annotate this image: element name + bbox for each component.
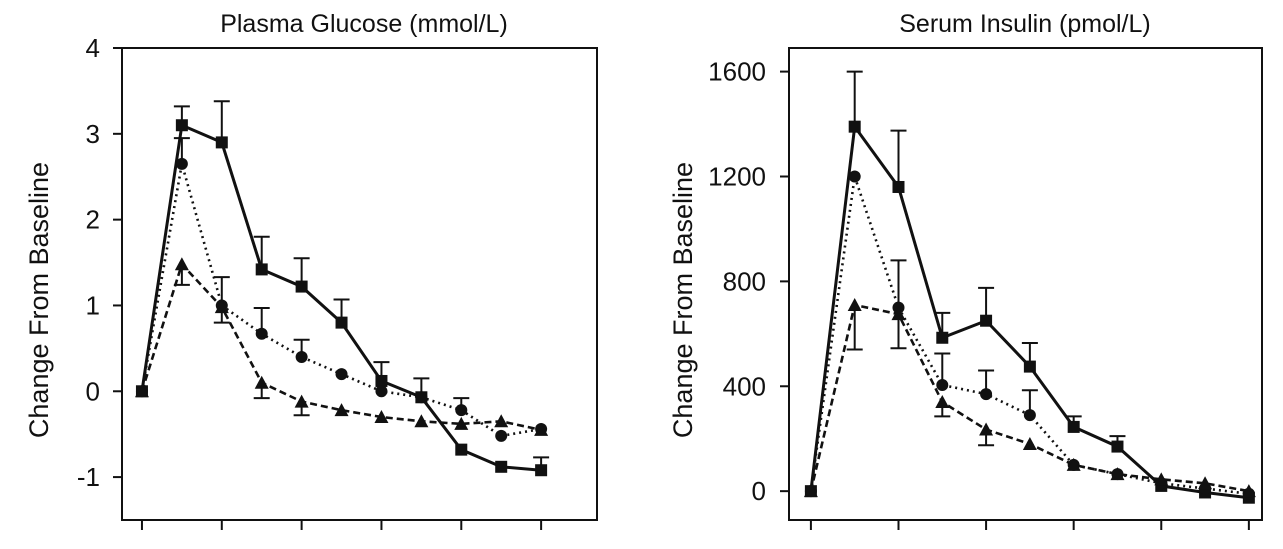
glucose-point-circle <box>495 429 508 442</box>
glucose-point-triangle <box>214 300 229 314</box>
glucose-point-circle <box>415 391 428 404</box>
glucose-point-square <box>375 374 388 387</box>
glucose-x-ticks <box>140 520 543 530</box>
insulin-point-triangle <box>1022 436 1037 450</box>
insulin-point-triangle <box>935 395 950 408</box>
glucose-point-square <box>255 263 268 276</box>
glucose-point-circle <box>335 368 348 381</box>
glucose-panel: Plasma Glucose (mmol/L) Change From Base… <box>24 10 598 530</box>
glucose-point-triangle <box>334 403 349 417</box>
insulin-point-square <box>980 314 993 327</box>
glucose-point-circle <box>255 327 268 340</box>
insulin-point-triangle <box>979 422 994 436</box>
glucose-point-triangle <box>254 375 269 389</box>
insulin-point-square <box>936 331 949 344</box>
glucose-series-square-line <box>140 123 542 472</box>
insulin-point-circle <box>848 170 861 183</box>
glucose-y-tick-label: -1 <box>77 462 100 492</box>
insulin-point-triangle <box>1198 476 1213 490</box>
insulin-point-circle <box>980 388 993 401</box>
glucose-y-axis-label: Change From Baseline <box>24 162 54 438</box>
glucose-y-tick-label: 3 <box>86 119 100 149</box>
insulin-series <box>803 70 1256 504</box>
insulin-point-square <box>1067 420 1080 433</box>
glucose-point-triangle <box>494 414 509 428</box>
insulin-y-tick-label: 1600 <box>708 57 766 87</box>
insulin-x-ticks <box>809 520 1250 530</box>
glucose-y-ticks: -1 0 1 2 3 4 <box>77 33 122 492</box>
glucose-point-triangle <box>454 416 469 430</box>
glucose-point-triangle <box>174 257 189 271</box>
insulin-point-triangle <box>803 484 818 498</box>
glucose-y-tick-label: 4 <box>86 33 100 63</box>
glucose-y-tick-label: 2 <box>86 205 100 235</box>
insulin-y-axis-label: Change From Baseline <box>668 162 698 438</box>
insulin-point-triangle <box>1110 467 1125 481</box>
glucose-series-triangle-line <box>140 261 542 432</box>
glucose-point-square <box>215 136 228 149</box>
glucose-point-square <box>295 280 308 293</box>
glucose-chart-title: Plasma Glucose (mmol/L) <box>220 10 508 38</box>
glucose-point-circle <box>175 157 188 170</box>
insulin-y-tick-label: 800 <box>723 266 766 296</box>
glucose-point-square <box>175 119 188 132</box>
glucose-y-tick-label: 0 <box>86 376 100 406</box>
insulin-point-square <box>892 180 905 193</box>
insulin-y-tick-label: 0 <box>752 476 766 506</box>
glucose-point-triangle <box>414 414 429 428</box>
insulin-point-square <box>1023 360 1036 373</box>
insulin-y-tick-label: 1200 <box>708 161 766 191</box>
insulin-y-tick-label: 400 <box>723 371 766 401</box>
glucose-point-circle <box>295 350 308 363</box>
insulin-point-triangle <box>1241 484 1256 498</box>
glucose-point-square <box>535 464 548 477</box>
insulin-plot-frame <box>788 47 1263 521</box>
glucose-point-square <box>495 460 508 473</box>
insulin-point-triangle <box>847 297 862 311</box>
glucose-point-triangle <box>134 384 149 398</box>
glucose-point-square <box>335 316 348 329</box>
glucose-series <box>134 100 550 477</box>
glucose-point-triangle <box>374 410 389 424</box>
insulin-point-circle <box>1023 409 1036 422</box>
insulin-y-ticks: 0 400 800 1200 1600 <box>708 57 789 506</box>
insulin-chart-title: Serum Insulin (pmol/L) <box>899 10 1150 38</box>
insulin-panel: Serum Insulin (pmol/L) Change From Basel… <box>668 10 1263 530</box>
glucose-point-circle <box>455 404 468 417</box>
insulin-point-triangle <box>891 307 906 321</box>
glucose-y-tick-label: 1 <box>86 290 100 320</box>
insulin-point-circle <box>936 378 949 391</box>
insulin-point-square <box>1111 440 1124 453</box>
glucose-point-triangle <box>294 394 309 408</box>
insulin-point-square <box>848 120 861 133</box>
glucose-point-square <box>455 443 468 456</box>
insulin-series-circle-line <box>809 176 1250 496</box>
insulin-point-triangle <box>1066 457 1081 471</box>
glucose-plot-frame <box>121 47 598 521</box>
insulin-point-triangle <box>1154 472 1169 486</box>
glucose-point-circle <box>375 385 388 398</box>
glucose-point-triangle <box>534 422 549 436</box>
